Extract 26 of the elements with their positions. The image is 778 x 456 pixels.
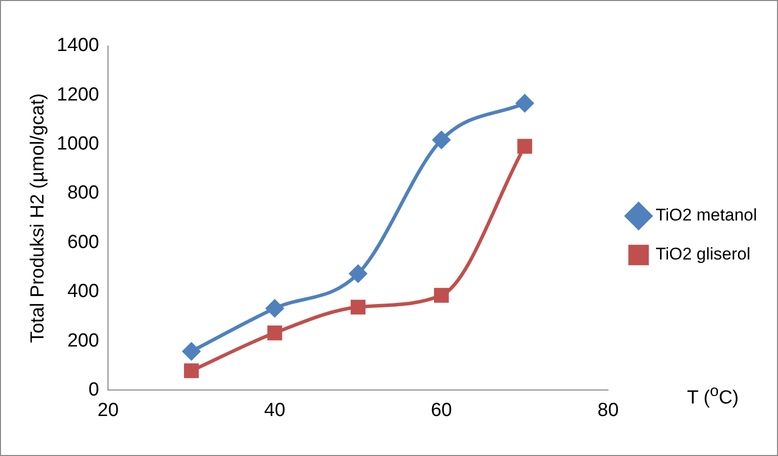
y-tick-label: 400 xyxy=(67,281,100,302)
point xyxy=(434,288,449,303)
point xyxy=(184,363,199,378)
point xyxy=(267,326,282,340)
x-tick-label: 60 xyxy=(430,400,452,421)
x-axis-title: T ($^{o}$C) xyxy=(687,383,739,410)
legend-label: TiO2 metanol xyxy=(656,206,758,225)
point xyxy=(182,342,200,360)
x-tick-label: 40 xyxy=(264,400,286,421)
point xyxy=(432,131,450,149)
y-tick-label: 0 xyxy=(88,379,100,400)
y-tick-label: 1000 xyxy=(56,134,100,155)
point xyxy=(516,94,534,112)
y-axis-title: Total Produksi H2 (µmol/gcat) xyxy=(28,93,49,343)
y-tick-label: 800 xyxy=(67,182,100,204)
y-tick-label: 1200 xyxy=(56,84,100,106)
x-tick-label: 80 xyxy=(598,400,619,421)
y-tick-label: 600 xyxy=(67,232,100,253)
y-tick-label: 200 xyxy=(67,330,100,352)
x-tick-label: 20 xyxy=(97,400,119,421)
point xyxy=(517,138,532,154)
y-tick-label: 1400 xyxy=(56,35,100,56)
legend-label: TiO2 gliserol xyxy=(656,244,750,264)
point xyxy=(350,300,366,315)
point xyxy=(266,300,284,318)
point xyxy=(349,264,367,282)
